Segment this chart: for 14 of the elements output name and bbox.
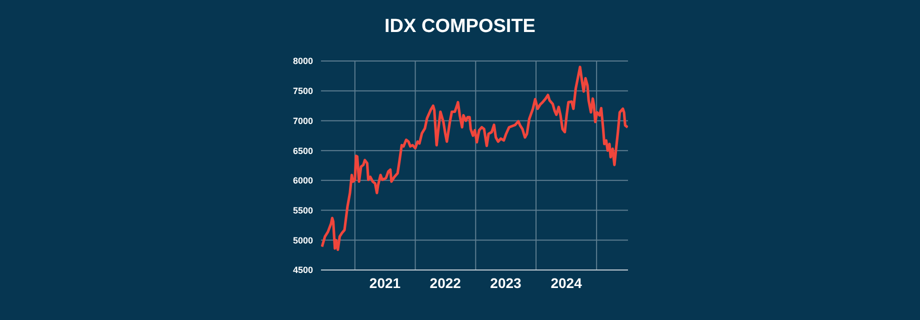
- chart-title: IDX COMPOSITE: [384, 16, 536, 38]
- x-tick-label: 2021: [369, 274, 401, 291]
- y-tick-label: 6000: [292, 176, 313, 186]
- y-tick-label: 8000: [292, 56, 313, 66]
- y-tick-label: 5500: [292, 205, 313, 216]
- x-tick-label: 2023: [490, 274, 522, 291]
- y-tick-label: 5000: [292, 235, 313, 246]
- x-tick-label: 2022: [430, 274, 462, 291]
- y-tick-label: 7500: [292, 86, 313, 96]
- y-tick-label: 7000: [292, 116, 313, 126]
- y-tick-label: 6500: [292, 146, 313, 156]
- x-tick-label: 2024: [550, 274, 582, 291]
- line-series: [321, 66, 628, 251]
- y-tick-label: 4500: [292, 265, 313, 276]
